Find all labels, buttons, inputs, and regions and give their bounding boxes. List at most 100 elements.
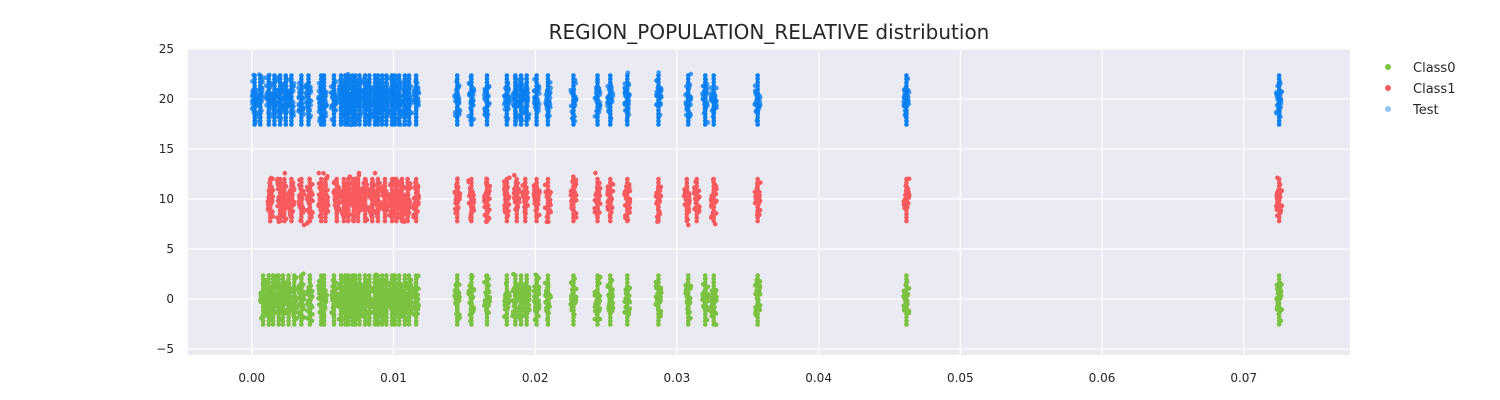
data-point	[289, 215, 294, 220]
data-point	[338, 276, 344, 282]
data-point	[504, 294, 510, 299]
data-point	[283, 73, 289, 78]
data-point	[514, 197, 520, 203]
data-point	[755, 183, 760, 189]
data-point	[291, 311, 297, 317]
data-point	[694, 180, 700, 185]
data-point	[514, 176, 520, 182]
data-point	[518, 273, 524, 278]
data-point	[469, 322, 474, 327]
data-point	[624, 290, 630, 296]
data-point	[571, 208, 576, 213]
data-point	[252, 101, 257, 106]
data-point	[454, 311, 460, 317]
data-point	[299, 315, 304, 320]
data-point	[684, 190, 690, 196]
data-point	[323, 218, 328, 224]
point-column	[352, 170, 363, 224]
data-point	[338, 318, 344, 324]
data-point	[299, 176, 304, 182]
data-point	[534, 176, 539, 182]
data-point	[1276, 318, 1282, 324]
data-point	[755, 297, 760, 303]
data-point	[357, 287, 362, 292]
data-point	[405, 190, 410, 196]
point-column	[752, 273, 763, 327]
data-point	[270, 280, 276, 285]
data-point	[260, 290, 266, 296]
data-point	[545, 194, 551, 199]
data-point	[413, 301, 419, 306]
data-point	[307, 322, 313, 327]
data-point	[307, 204, 313, 210]
data-point	[534, 180, 539, 185]
data-point	[277, 176, 283, 182]
data-point	[321, 315, 327, 320]
data-point	[755, 180, 760, 185]
data-point	[299, 197, 304, 203]
data-point	[396, 322, 402, 327]
data-point	[607, 318, 613, 324]
data-point	[595, 180, 600, 185]
data-point	[534, 218, 539, 224]
data-point	[595, 276, 600, 282]
data-point	[280, 280, 286, 285]
data-point	[545, 280, 551, 285]
data-point	[352, 294, 358, 299]
data-point	[375, 176, 381, 182]
point-column	[511, 172, 522, 224]
data-point	[413, 215, 419, 220]
data-point	[280, 318, 286, 324]
data-point	[384, 311, 389, 317]
point-column	[568, 273, 579, 327]
data-point	[392, 311, 398, 317]
data-point	[545, 197, 551, 203]
data-point	[257, 115, 263, 120]
point-column	[708, 273, 719, 327]
data-point	[334, 204, 340, 210]
data-point	[595, 194, 600, 199]
series-class0	[258, 271, 1285, 327]
data-point	[656, 211, 661, 217]
data-point	[267, 197, 273, 203]
data-point	[685, 273, 691, 278]
data-point	[289, 176, 294, 182]
data-point	[413, 180, 419, 185]
data-point	[595, 187, 600, 192]
data-point	[607, 211, 613, 217]
data-point	[469, 208, 474, 213]
data-point	[514, 180, 520, 185]
point-column	[402, 176, 413, 224]
data-point	[276, 273, 281, 278]
data-point	[389, 176, 395, 182]
data-point	[334, 211, 340, 217]
point-column	[605, 176, 616, 224]
data-point	[504, 308, 510, 313]
data-point	[545, 308, 551, 313]
data-point	[369, 180, 375, 185]
data-point	[286, 308, 291, 313]
data-point	[571, 211, 576, 217]
data-point	[1276, 190, 1282, 196]
point-column	[708, 176, 719, 227]
data-point	[656, 322, 661, 327]
data-point	[484, 311, 490, 317]
data-point	[595, 208, 600, 213]
data-point	[384, 290, 389, 296]
data-point	[396, 280, 402, 285]
data-point	[331, 287, 337, 292]
data-point	[307, 215, 313, 220]
data-point	[396, 318, 402, 324]
data-point	[904, 308, 909, 313]
data-point	[571, 311, 576, 317]
data-point	[280, 276, 286, 282]
data-point	[406, 304, 412, 310]
data-point	[362, 280, 368, 285]
data-point	[384, 304, 389, 310]
data-point	[286, 315, 291, 320]
data-point	[367, 276, 372, 282]
point-column	[350, 273, 361, 327]
point-column	[502, 273, 512, 327]
data-point	[607, 273, 613, 278]
data-point	[369, 204, 375, 210]
